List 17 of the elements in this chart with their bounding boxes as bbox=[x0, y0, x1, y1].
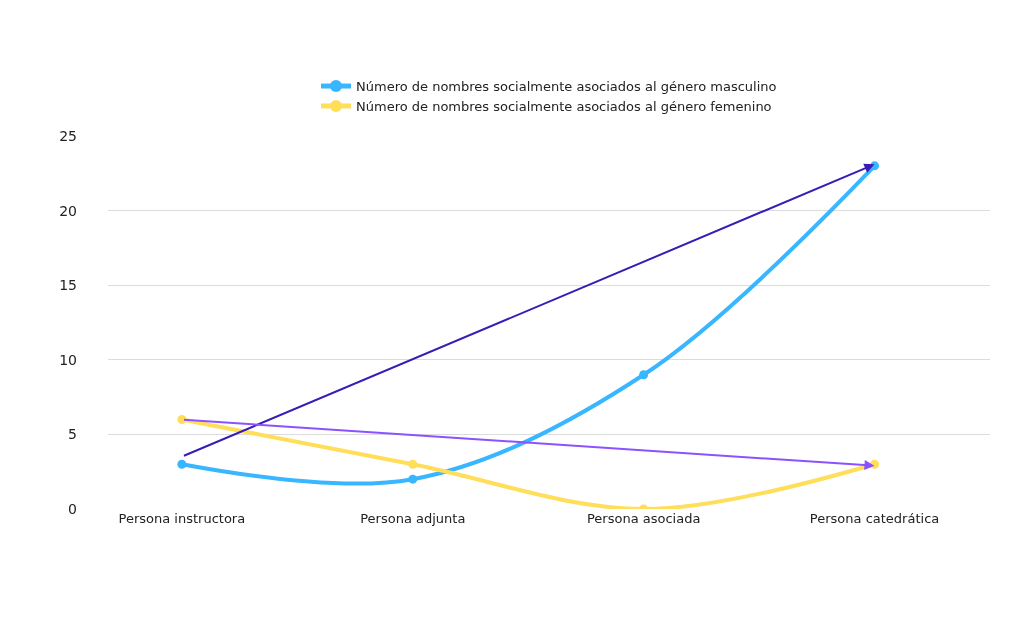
point bbox=[639, 370, 649, 380]
point bbox=[408, 459, 418, 469]
y-tick-label: 0 bbox=[68, 500, 77, 517]
y-tick-label: 20 bbox=[59, 202, 77, 219]
x-tick-label: Persona adjunta bbox=[360, 511, 466, 526]
x-tick-label: Persona asociada bbox=[586, 511, 701, 526]
x-tick-label: Persona instructora bbox=[118, 511, 246, 526]
point bbox=[177, 459, 187, 469]
legend-label: Número de nombres socialmente asociados al género femenino bbox=[356, 99, 772, 114]
legend-label: Número de nombres socialmente asociados al género masculino bbox=[356, 79, 777, 95]
y-tick-label: 25 bbox=[59, 127, 77, 144]
y-tick-label: 15 bbox=[59, 277, 77, 294]
y-tick-label: 5 bbox=[68, 426, 77, 443]
x-tick-label: Persona catedrática bbox=[809, 511, 940, 526]
point bbox=[408, 474, 418, 484]
point bbox=[177, 414, 187, 424]
y-tick-label: 10 bbox=[59, 351, 77, 368]
